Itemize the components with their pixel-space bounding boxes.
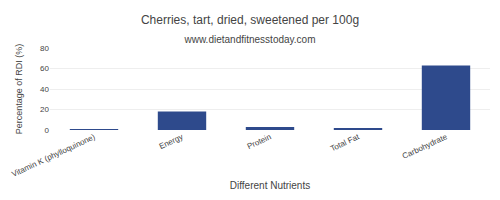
svg-text:Carbohydrate: Carbohydrate (401, 132, 449, 161)
svg-text:40: 40 (40, 85, 49, 94)
svg-text:20: 20 (40, 105, 49, 114)
svg-text:60: 60 (40, 64, 49, 73)
svg-text:Energy: Energy (158, 132, 185, 151)
svg-text:Cherries, tart, dried, sweeten: Cherries, tart, dried, sweetened per 100… (141, 13, 359, 27)
svg-text:80: 80 (40, 44, 49, 53)
svg-text:0: 0 (45, 126, 50, 135)
svg-text:Percentage of RDI (%): Percentage of RDI (%) (14, 44, 24, 135)
svg-text:Vitamin K (phylloquinone): Vitamin K (phylloquinone) (10, 132, 97, 179)
svg-text:Protein: Protein (246, 132, 273, 151)
svg-text:Different Nutrients: Different Nutrients (230, 180, 310, 191)
svg-text:www.dietandfitnesstoday.com: www.dietandfitnesstoday.com (184, 34, 316, 45)
svg-text:Total Fat: Total Fat (329, 132, 361, 153)
